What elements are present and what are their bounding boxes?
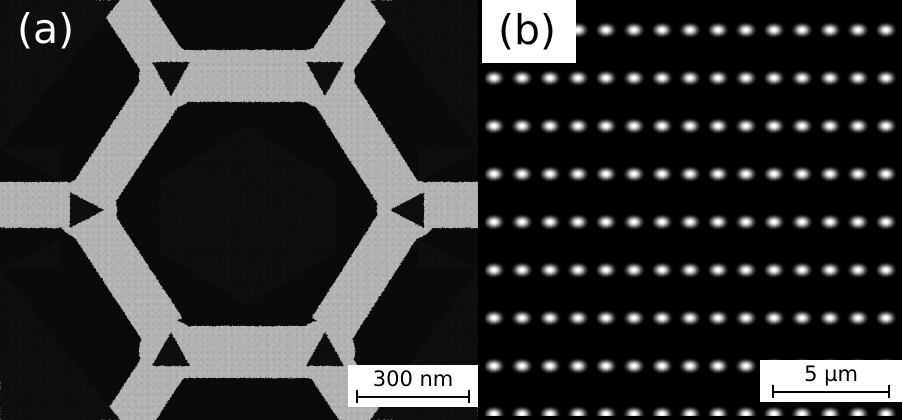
panel-b-lattice-texture	[482, 0, 902, 420]
panel-b-label: (b)	[482, 0, 577, 63]
panel-a-scalebar-rule	[356, 390, 470, 403]
panel-a-scalebar: 300 nm	[348, 365, 478, 407]
panel-a-scalebar-label: 300 nm	[372, 367, 454, 391]
panel-a-sem-image: (a) 300 nm	[0, 0, 478, 420]
panel-b-scalebar-tick-left	[772, 385, 774, 398]
panel-a-scalebar-tick-left	[356, 390, 358, 403]
panel-a-grain	[0, 0, 478, 420]
panel-b-scalebar-tick-right	[888, 385, 890, 398]
panel-b-scalebar-line	[772, 391, 890, 393]
panel-a-scalebar-tick-right	[468, 390, 470, 403]
panel-b-scalebar-label: 5 µm	[804, 362, 858, 386]
panel-b-sem-image: (b) 5 µm	[482, 0, 902, 420]
panel-b-scalebar-rule	[772, 385, 890, 398]
honeycomb-lattice-graphic	[0, 0, 478, 420]
panel-b-scalebar: 5 µm	[760, 360, 902, 402]
panel-a-scalebar-line	[356, 396, 470, 398]
panel-a-label: (a)	[17, 5, 75, 53]
